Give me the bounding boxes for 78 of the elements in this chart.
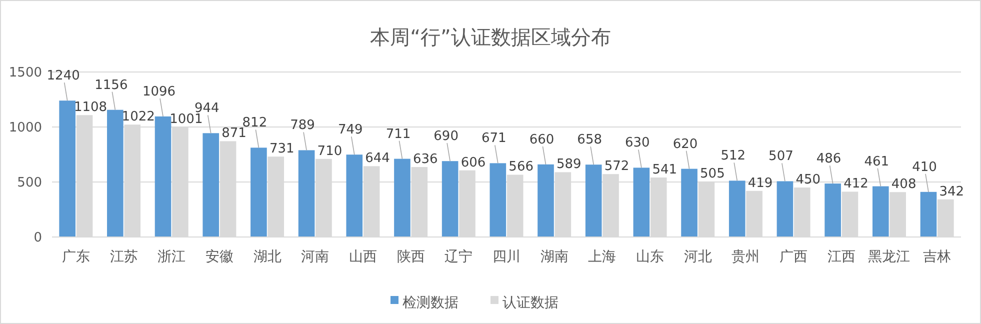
- data-label: 630: [625, 136, 650, 151]
- bar: [585, 164, 602, 237]
- data-label: 789: [290, 118, 315, 134]
- bar: [633, 168, 650, 237]
- bar: [490, 163, 506, 237]
- x-tick-label: 浙江: [158, 249, 186, 265]
- data-label: 711: [386, 126, 411, 142]
- x-tick-label: 四川: [492, 249, 520, 265]
- data-label: 710: [317, 144, 342, 159]
- x-tick-label: 江西: [827, 249, 856, 265]
- legend-label: 认证数据: [502, 294, 558, 311]
- bar: [154, 116, 172, 237]
- x-tick-label: 河南: [301, 249, 330, 265]
- data-label: 606: [460, 155, 486, 170]
- chart-title: 本周“行”认证数据区域分布: [370, 25, 611, 49]
- x-tick-label: 湖北: [253, 249, 282, 265]
- bar: [681, 168, 698, 237]
- data-label: 408: [891, 177, 916, 192]
- data-label: 1156: [94, 78, 128, 93]
- bar: [872, 186, 889, 237]
- x-tick-label: 辽宁: [444, 249, 473, 265]
- x-tick-label: 湖南: [540, 249, 568, 265]
- data-label: 690: [434, 129, 458, 144]
- x-tick-label: 江苏: [110, 249, 138, 265]
- x-tick-label: 吉林: [923, 249, 952, 265]
- x-tick-label: 山东: [636, 249, 664, 265]
- data-label: 658: [577, 132, 602, 148]
- data-label: 644: [365, 151, 390, 166]
- data-label: 412: [844, 176, 868, 192]
- bar: [250, 148, 267, 237]
- bar: [59, 100, 76, 237]
- y-tick-label: 0: [34, 230, 42, 246]
- bar: [394, 158, 410, 237]
- data-label: 731: [269, 142, 294, 157]
- bar: [824, 184, 841, 237]
- data-label: 620: [672, 136, 698, 152]
- x-tick-label: 陕西: [396, 249, 425, 265]
- bar: [107, 110, 124, 237]
- data-label: 505: [700, 166, 725, 182]
- x-tick-label: 安徽: [205, 249, 234, 265]
- x-tick-label: 山西: [348, 249, 377, 265]
- data-label: 450: [796, 172, 821, 188]
- data-label: 419: [748, 176, 773, 191]
- data-label: 566: [508, 160, 534, 175]
- data-label: 541: [652, 162, 678, 178]
- data-label: 486: [816, 152, 842, 167]
- data-label: 1108: [74, 100, 108, 116]
- data-label: 1240: [46, 68, 80, 84]
- x-tick-label: 河北: [684, 249, 712, 265]
- data-label: 342: [939, 184, 964, 200]
- bar: [202, 133, 220, 237]
- data-label: 512: [720, 148, 746, 164]
- bar: [920, 192, 937, 237]
- data-label: 507: [768, 149, 794, 164]
- data-label: 461: [864, 154, 890, 170]
- y-tick-label: 1500: [8, 66, 42, 81]
- data-label: 749: [338, 122, 363, 138]
- x-tick-label: 黑龙江: [868, 249, 910, 265]
- data-label: 1096: [142, 84, 176, 100]
- data-label: 671: [482, 131, 506, 146]
- bar: [776, 181, 794, 237]
- data-label: 636: [412, 152, 438, 168]
- x-tick-label: 广东: [62, 249, 90, 265]
- y-tick-label: 1000: [8, 120, 42, 136]
- legend-label: 检测数据: [402, 294, 458, 311]
- data-label: 589: [556, 157, 582, 172]
- x-tick-label: 贵州: [732, 249, 760, 265]
- bar: [298, 150, 315, 237]
- x-tick-label: 上海: [588, 249, 616, 265]
- data-label: 572: [604, 159, 630, 174]
- bar: [442, 161, 458, 237]
- x-tick-label: 广西: [780, 249, 808, 265]
- bar: [538, 164, 554, 237]
- bar: [346, 154, 363, 237]
- data-label: 410: [912, 160, 937, 175]
- y-tick-label: 500: [17, 176, 42, 191]
- bar: [728, 180, 746, 237]
- data-label: 660: [529, 132, 554, 148]
